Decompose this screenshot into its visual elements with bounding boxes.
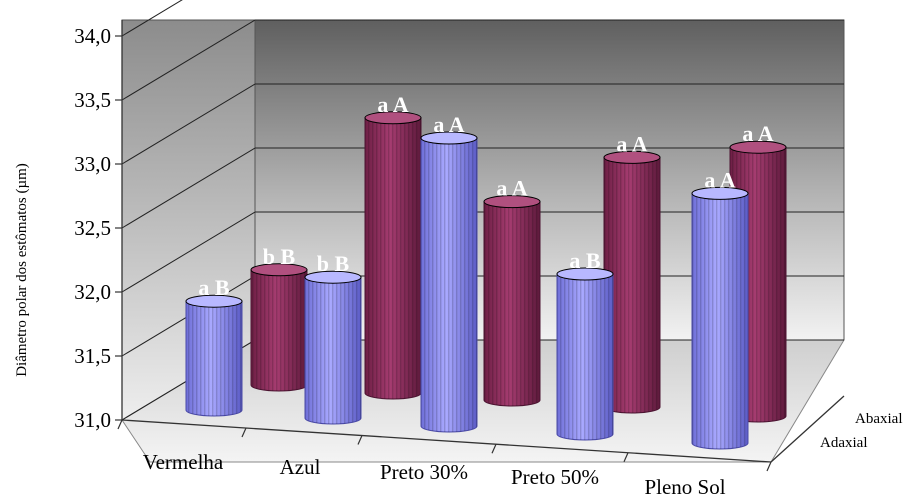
y-tick-label: 32,5 [74,216,111,240]
category-label: Preto 30% [380,460,468,484]
cylinder-texture [557,274,613,440]
cylinder-texture [421,138,477,432]
gridline [121,211,256,293]
adaxial-bar: a B [185,275,243,417]
category-label: Pleno Sol [644,475,725,499]
data-label: b B [263,244,296,269]
x-axis-line [121,419,772,463]
x-tick-mark [491,443,497,454]
data-label: a A [742,121,773,146]
y-tick-label: 32,0 [74,280,111,304]
gridline [121,83,256,165]
adaxial-bar: a A [691,167,749,450]
y-axis-label: Diâmetro polar dos estômatos (µm) [14,163,30,377]
data-label: a A [496,176,527,201]
cylinder-texture [604,157,660,413]
cylinder-top [420,131,478,145]
gridline [121,147,256,229]
series-axis-labels: Abaxial Adaxial [820,411,902,451]
cylinder-texture [186,301,242,416]
cylinder-texture [484,201,540,406]
cylinder-top [603,150,661,164]
y-tick-label: 31,5 [74,344,111,368]
adaxial-bar: a A [420,112,478,433]
cylinder-top [250,263,308,277]
category-labels: Vermelha Azul Preto 30% Preto 50% Pleno Sol [117,419,772,499]
category-label: Azul [280,455,321,479]
data-label: a A [704,167,735,192]
gridline [121,0,183,37]
category-label: Preto 50% [511,465,599,489]
abaxial-bar: b B [250,244,308,392]
y-tick-label: 33,0 [74,152,111,176]
x-axis [121,395,845,463]
series-label-adaxial: Adaxial [820,435,867,451]
x-tick-mark [117,419,123,430]
cylinder-top [185,294,243,308]
data-label: a A [616,131,647,156]
cylinder-top [729,140,787,154]
adaxial-bar: b B [304,251,362,425]
x-tick-mark [241,427,247,438]
y-tick-label: 34,0 [74,24,111,48]
data-label: a B [569,248,601,273]
abaxial-bar: a A [364,92,422,400]
data-label: b B [317,251,350,276]
abaxial-bar: a A [483,176,541,407]
series-label-abaxial: Abaxial [855,411,902,427]
cylinder-top [364,111,422,125]
bars: b B a B a A b B a A a A a A a B a A a A [185,92,787,450]
y-tick-label: 33,5 [74,88,111,112]
cylinder-top [304,270,362,284]
cylinder-texture [251,269,307,391]
data-label: a A [433,112,464,137]
y-axis: 31,031,532,032,533,033,534,034,535,035,5… [74,20,123,432]
cylinder-texture [365,117,421,400]
adaxial-bar: a B [556,248,614,441]
cylinder-texture [692,193,748,449]
gridline [121,19,256,101]
x-tick-mark [623,452,629,462]
data-label: a B [198,275,230,300]
y-tick-label: 31,0 [74,408,111,432]
depth-axis-line [770,395,845,463]
x-tick-mark [766,461,772,472]
cylinder-top [483,195,541,209]
abaxial-bar: a A [603,131,661,414]
category-label: Vermelha [143,450,224,474]
x-tick-mark [357,435,363,445]
cylinder-top [556,267,614,281]
cylinder-top [691,186,749,200]
data-label: a A [377,92,408,117]
cylinder-texture [305,277,361,424]
